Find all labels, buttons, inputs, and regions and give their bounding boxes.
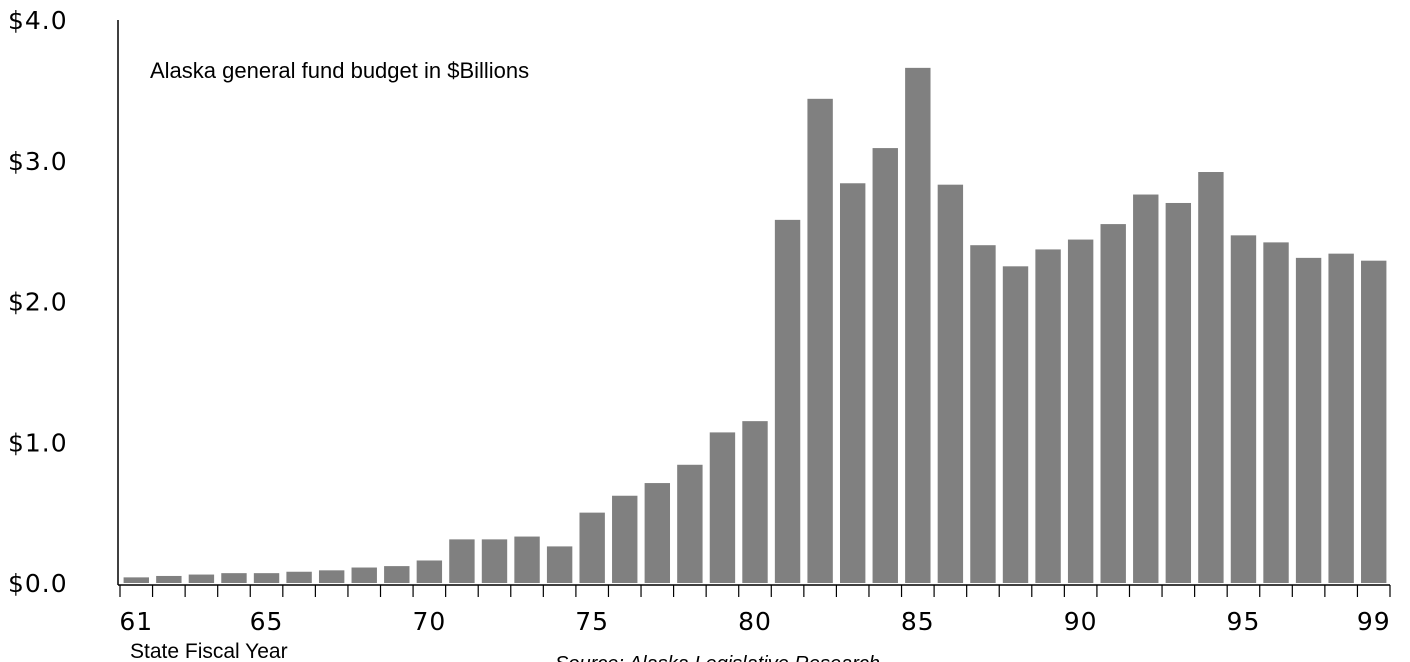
bar-85 bbox=[905, 67, 931, 584]
bar-73 bbox=[514, 536, 540, 583]
bars bbox=[123, 67, 1387, 584]
bar-83 bbox=[839, 183, 866, 583]
x-tick-label: 80 bbox=[738, 607, 772, 636]
bar-66 bbox=[286, 571, 312, 583]
bar-77 bbox=[644, 483, 671, 583]
y-tick-label: $1.0 bbox=[8, 428, 68, 457]
bar-76 bbox=[612, 495, 638, 583]
bar-88 bbox=[1002, 266, 1029, 583]
bar-92 bbox=[1133, 194, 1159, 583]
bar-97 bbox=[1295, 257, 1322, 583]
x-tick-label: 85 bbox=[901, 607, 935, 636]
y-tick-labels: $0.0 $1.0 $2.0 $3.0 $4.0 bbox=[8, 6, 68, 598]
x-tick-label: 70 bbox=[412, 607, 446, 636]
bar-80 bbox=[742, 421, 768, 583]
bar-70 bbox=[416, 560, 443, 583]
bar-95 bbox=[1230, 235, 1257, 583]
bar-78 bbox=[677, 464, 703, 583]
bar-74 bbox=[546, 546, 573, 583]
bar-61 bbox=[123, 577, 149, 583]
x-tick-label: 65 bbox=[250, 607, 284, 636]
y-tick-label: $3.0 bbox=[8, 147, 68, 176]
bar-65 bbox=[253, 573, 280, 583]
x-tick-label: 75 bbox=[575, 607, 609, 636]
bar-96 bbox=[1263, 242, 1289, 583]
bar-63 bbox=[188, 574, 215, 583]
bar-90 bbox=[1067, 239, 1094, 583]
bar-67 bbox=[318, 570, 345, 583]
chart-annotation: Alaska general fund budget in $Billions bbox=[150, 58, 529, 83]
bar-82 bbox=[807, 98, 833, 583]
bar-86 bbox=[937, 184, 964, 583]
source-note: Source: Alaska Legislative Research bbox=[555, 653, 880, 662]
bar-98 bbox=[1328, 253, 1354, 583]
x-tick-label: 99 bbox=[1357, 607, 1391, 636]
bar-89 bbox=[1035, 249, 1061, 584]
bar-81 bbox=[774, 219, 801, 583]
bar-62 bbox=[156, 575, 182, 583]
x-axis-label: State Fiscal Year bbox=[130, 640, 288, 662]
x-ticks bbox=[119, 585, 1391, 597]
bar-71 bbox=[449, 539, 475, 583]
bar-72 bbox=[481, 539, 508, 583]
bar-87 bbox=[970, 245, 996, 583]
bar-79 bbox=[709, 432, 736, 583]
bar-69 bbox=[384, 566, 410, 583]
bar-84 bbox=[872, 148, 898, 583]
y-tick-label: $4.0 bbox=[8, 6, 68, 35]
x-tick-label: 95 bbox=[1227, 607, 1261, 636]
bar-64 bbox=[221, 573, 247, 583]
bar-75 bbox=[579, 512, 605, 584]
y-tick-label: $2.0 bbox=[8, 288, 68, 317]
bar-68 bbox=[351, 567, 377, 583]
bar-91 bbox=[1100, 224, 1126, 583]
x-tick-labels: 61 65 70 75 80 85 90 95 99 bbox=[119, 607, 1391, 636]
bar-93 bbox=[1165, 202, 1192, 583]
x-tick-label: 61 bbox=[119, 607, 153, 636]
bar-94 bbox=[1198, 172, 1224, 583]
y-tick-label: $0.0 bbox=[8, 569, 68, 598]
x-tick-label: 90 bbox=[1064, 607, 1098, 636]
bar-99 bbox=[1361, 260, 1387, 583]
